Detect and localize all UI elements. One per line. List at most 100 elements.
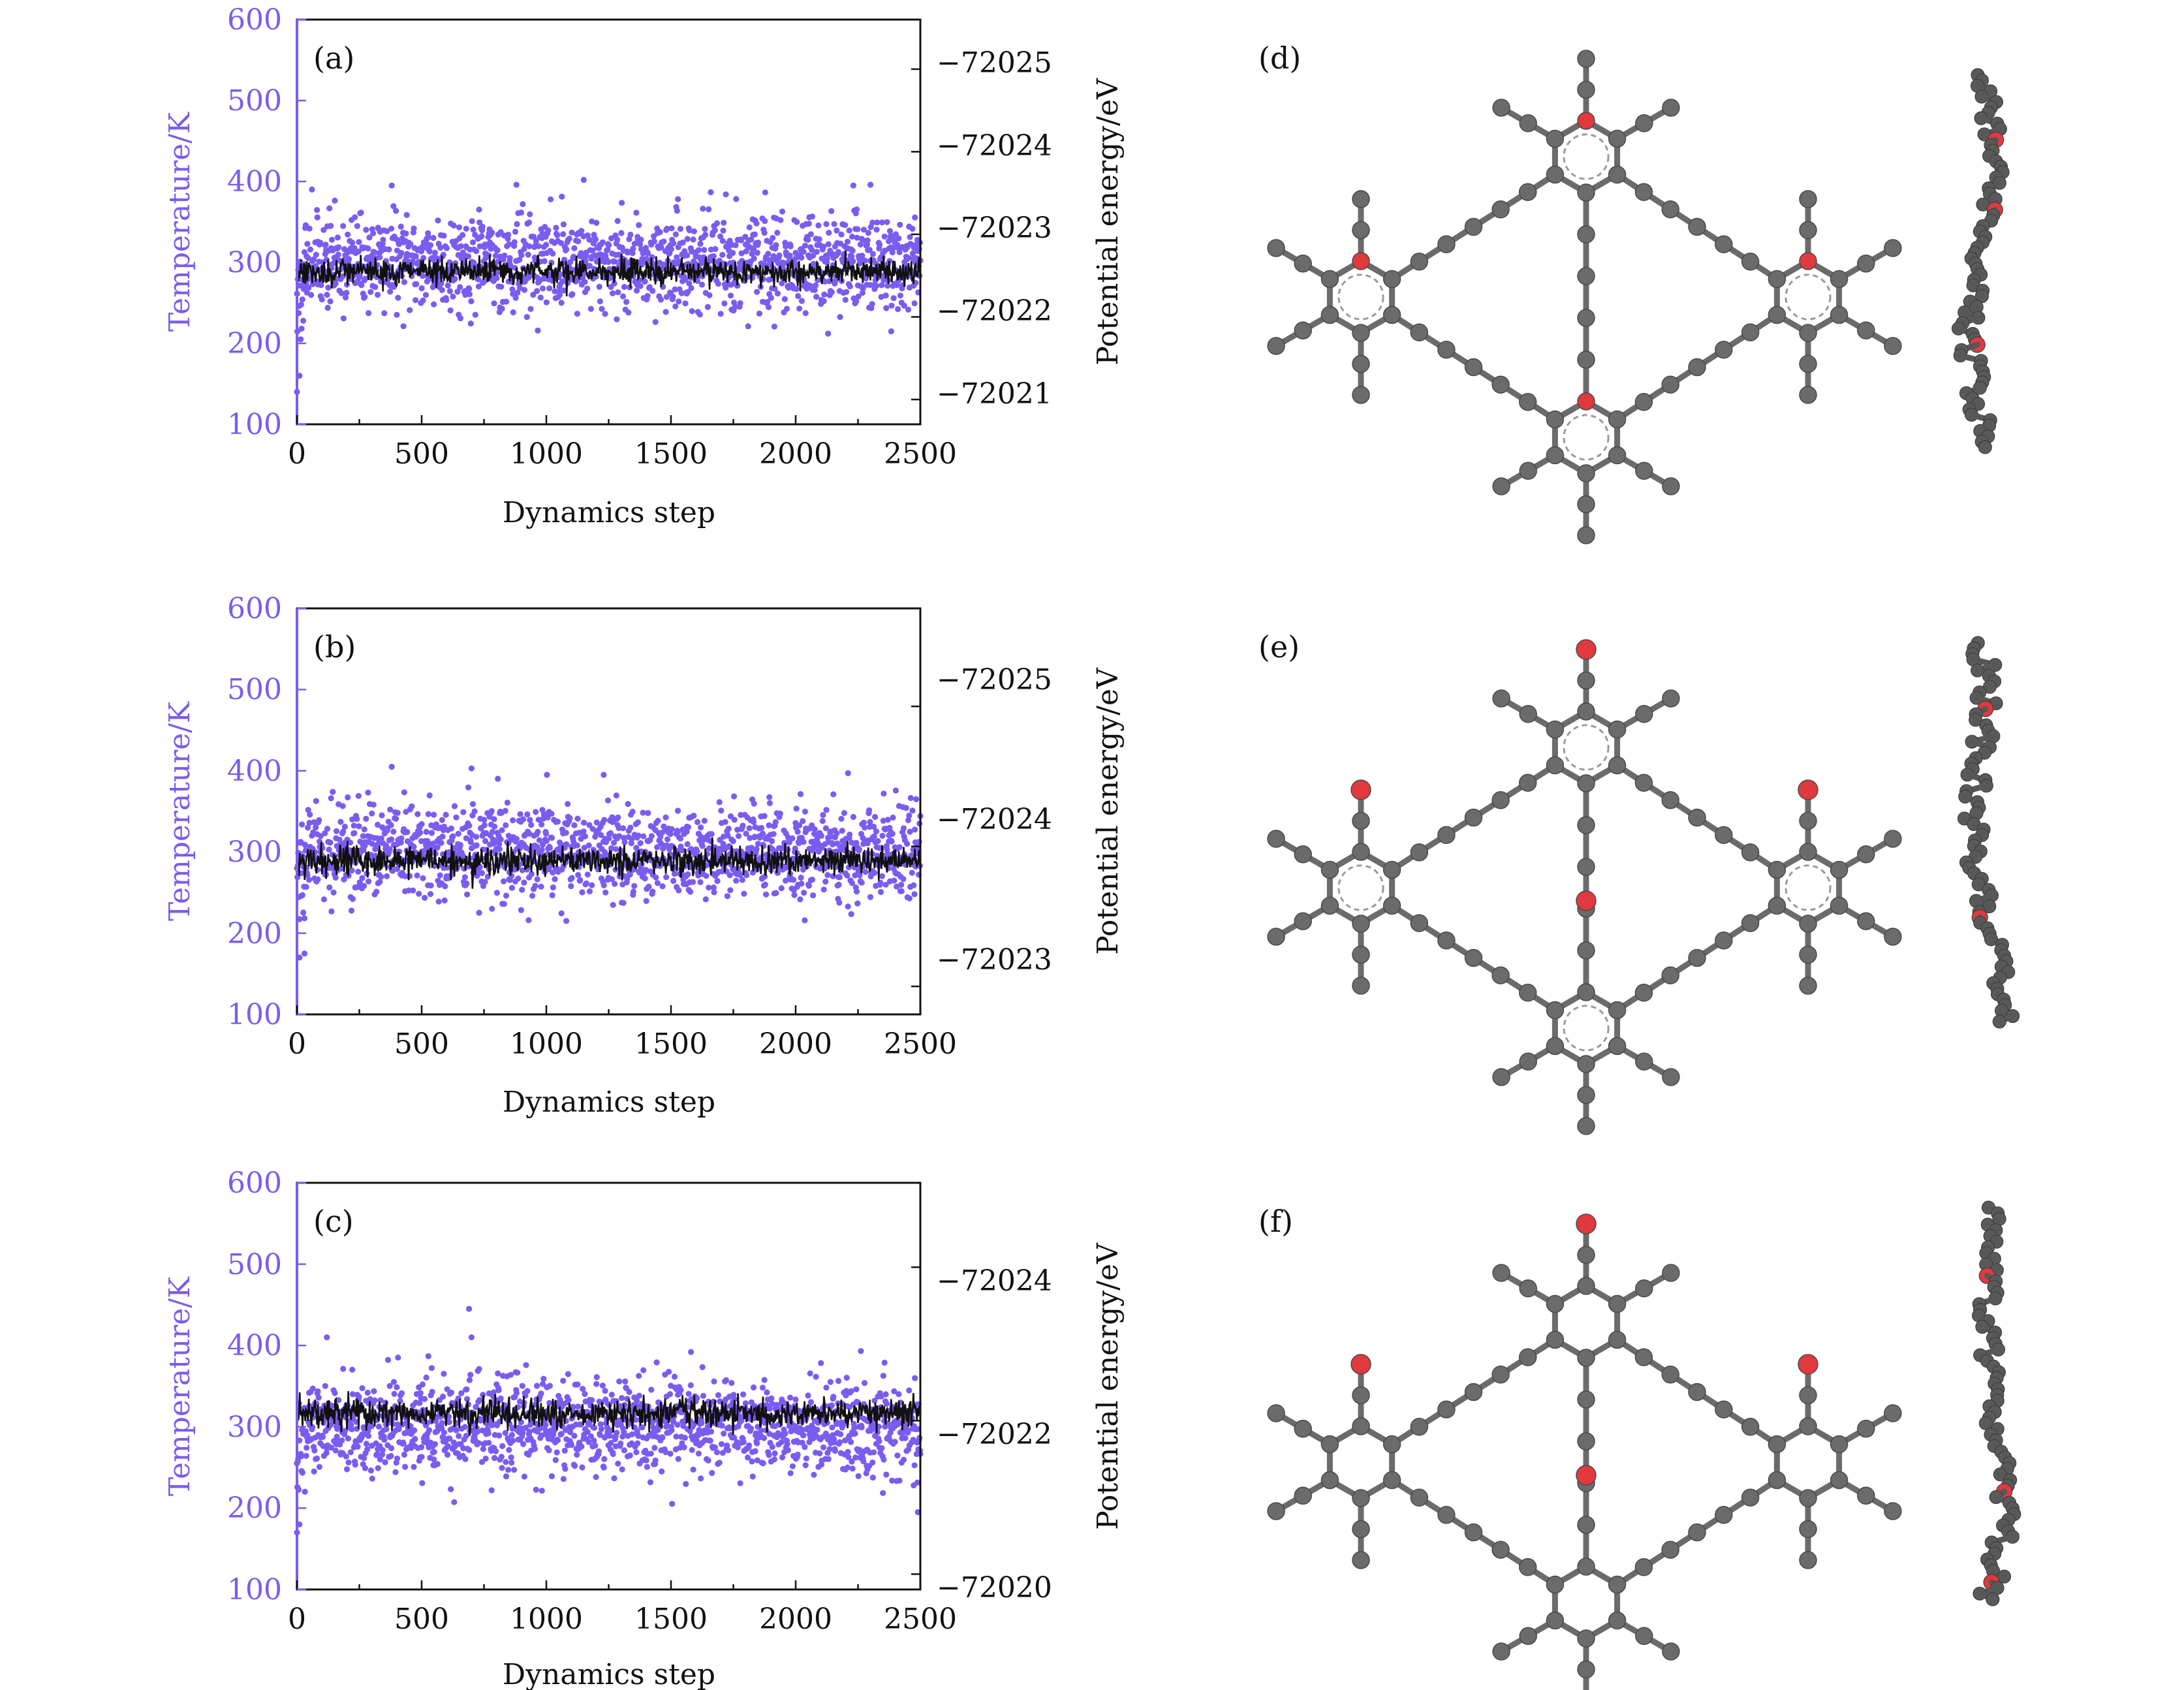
chart-b-temperature-point (351, 822, 357, 829)
chart-c-temperature-point (439, 1420, 445, 1426)
chart-b-temperature-point (800, 818, 806, 824)
chart-b-temperature-point (464, 891, 471, 898)
chart-a-x-tick-label: 2500 (884, 437, 957, 471)
chart-a-temperature-point (802, 242, 809, 249)
chart-b-temperature-point (663, 814, 669, 821)
chart-a-temperature-point (514, 289, 521, 296)
chart-b-temperature-point (538, 847, 545, 853)
carbon-atom (1320, 270, 1339, 289)
chart-a-temperature-point (690, 236, 696, 243)
chart-c-temperature-point (431, 1441, 439, 1447)
chart-c-temperature-point (347, 1449, 354, 1456)
chart-c-temperature-point (683, 1480, 689, 1487)
chart-a-temperature-point (569, 229, 575, 236)
chart-c-temperature-point (332, 1390, 338, 1396)
chart-b: (b) 0 500 1000 1500 2000 2500 100 200 30… (163, 592, 1125, 1119)
chart-b-temperature-point (845, 903, 851, 910)
chart-c-temperature-point (508, 1454, 514, 1461)
chart-a-temperature-point (506, 241, 512, 247)
chart-b-temperature-point (420, 875, 426, 881)
chart-b-temperature-point (407, 873, 413, 879)
chart-c-temperature-point (379, 1447, 386, 1454)
chart-b-temperature-point (725, 825, 732, 832)
chart-b-x-tick-label: 500 (394, 1027, 449, 1061)
chart-a-temperature-point (560, 231, 567, 238)
carbon-atom (1577, 526, 1595, 544)
carbon-atom (1635, 114, 1653, 133)
carbon-atom (1519, 114, 1537, 133)
chart-b-temperature-point (740, 822, 746, 829)
chart-c-temperature-point (858, 1424, 865, 1431)
chart-c-temperature-point (769, 1444, 775, 1450)
chart-b-temperature-point (388, 764, 395, 770)
chart-b-temperature-point (532, 883, 538, 889)
chart-c-y-left-tick-label: 300 (227, 1411, 282, 1444)
chart-b-temperature-point (716, 799, 723, 806)
chart-b-temperature-point (465, 784, 472, 790)
chart-c-temperature-point (574, 1451, 580, 1458)
chart-a-temperature-point (525, 219, 533, 226)
chart-c-temperature-point (667, 1450, 674, 1457)
chart-b-temperature-point (888, 838, 895, 845)
carbon-atom (1662, 477, 1680, 495)
chart-b-temperature-point (629, 836, 635, 842)
chart-b-temperature-point (417, 829, 424, 836)
carbon-atom (1491, 375, 1510, 394)
chart-a-temperature-point (492, 253, 499, 259)
chart-b-temperature-point (763, 891, 770, 898)
chart-a-x-tick-label: 1000 (510, 437, 583, 471)
chart-b-temperature-point (581, 845, 587, 851)
chart-c-temperature-point (314, 1455, 320, 1462)
chart-c-temperature-point (666, 1368, 672, 1375)
chart-b-temperature-point (698, 824, 704, 831)
chart-a-temperature-point (738, 250, 745, 257)
carbon-atom (1608, 165, 1627, 184)
chart-a-temperature-point (606, 242, 612, 248)
chart-b-temperature-point (300, 909, 307, 916)
chart-b-temperature-point (543, 837, 550, 844)
chart-c-temperature-point (593, 1374, 600, 1381)
chart-b-temperature-point (497, 836, 504, 843)
chart-a-temperature-point (800, 249, 807, 255)
chart-b-x-tick-label: 2000 (759, 1027, 832, 1061)
chart-b-temperature-point (434, 844, 441, 851)
chart-a-temperature-point (805, 236, 811, 243)
chart-c-temperature-point (495, 1387, 502, 1394)
chart-a-temperature-point (678, 290, 685, 296)
chart-c-temperature-point (636, 1373, 642, 1379)
chart-a-temperature-point (860, 285, 866, 292)
chart-a-temperature-point (911, 300, 918, 307)
chart-b-temperature-point (394, 809, 401, 816)
chart-c-temperature-point (752, 1448, 758, 1454)
chart-a-temperature-point (445, 282, 451, 289)
chart-b-temperature-point (503, 892, 510, 899)
chart-a-temperature-point (698, 281, 706, 288)
chart-a-temperature-point (695, 247, 702, 253)
chart-b-temperature-point (675, 828, 681, 835)
chart-b-temperature-point (375, 821, 381, 828)
chart-b-temperature-point (755, 841, 762, 847)
chart-a-temperature-point (828, 289, 835, 296)
chart-a-y-right-tick-label: −72025 (937, 46, 1052, 80)
chart-a-temperature-point (372, 284, 379, 290)
carbon-atom (1857, 255, 1875, 273)
chart-b-temperature-point (349, 868, 355, 874)
chart-a-temperature-point (411, 225, 417, 232)
chart-a-temperature-point (314, 207, 320, 213)
chart-b-temperature-point (900, 876, 907, 883)
chart-a-temperature-point (518, 252, 525, 258)
chart-a-temperature-point (499, 305, 505, 312)
chart-a-temperature-point (882, 292, 889, 299)
chart-b-temperature-point (428, 830, 435, 836)
chart-a-temperature-point (476, 206, 482, 213)
chart-c-temperature-point (448, 1486, 454, 1492)
chart-b-temperature-point (627, 871, 633, 878)
chart-a-temperature-point (324, 292, 330, 298)
chart-a-temperature-point (905, 255, 912, 261)
chart-b-temperature-point (574, 842, 581, 849)
chart-c-temperature-point (825, 1456, 832, 1462)
chart-b-temperature-point (649, 888, 656, 895)
chart-a-temperature-point (586, 236, 593, 243)
chart-a-temperature-point (867, 181, 874, 188)
chart-a-panel-label: (a) (313, 40, 354, 76)
